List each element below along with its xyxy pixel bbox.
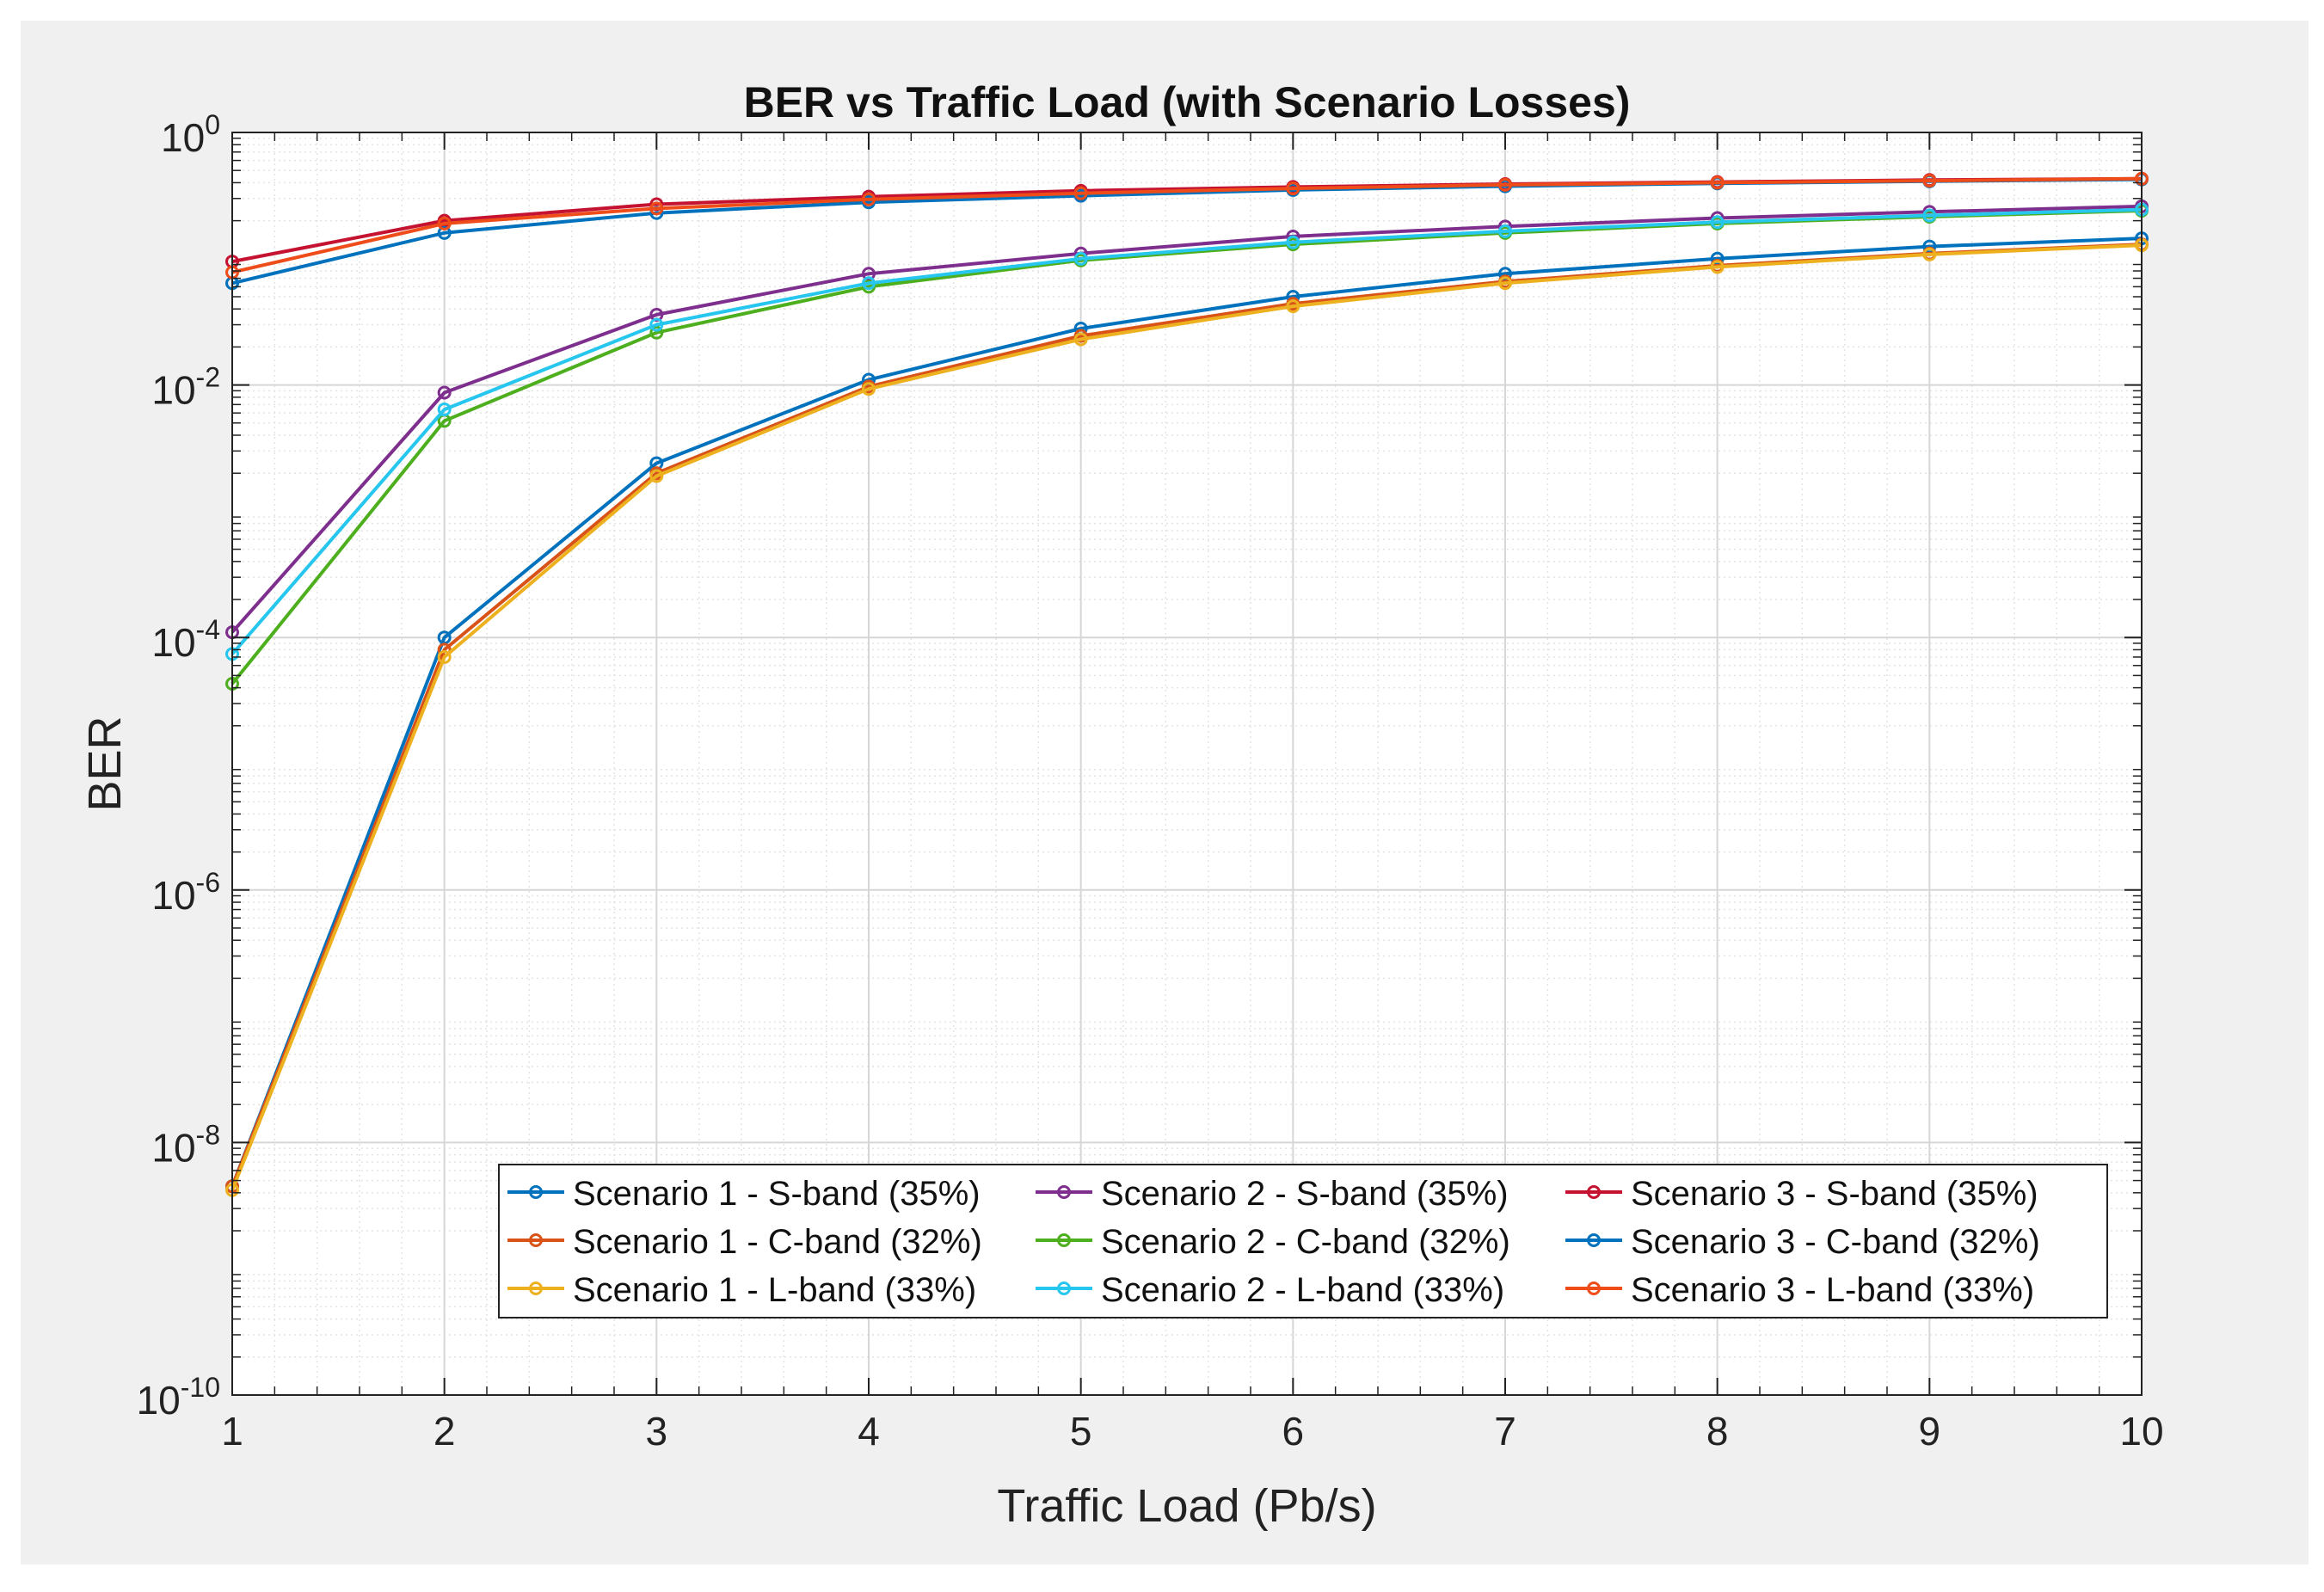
y-tick-label: 10-4: [151, 614, 220, 665]
series-line: [231, 176, 2143, 274]
legend-box: [498, 1164, 2108, 1318]
data-point: [1286, 299, 1300, 314]
data-point: [1073, 332, 1088, 347]
data-point: [437, 649, 452, 664]
data-point: [437, 225, 452, 240]
legend-marker: [1587, 1282, 1601, 1295]
legend-marker: [529, 1233, 543, 1247]
data-point: [649, 317, 664, 332]
data-point: [649, 201, 664, 216]
legend-marker: [1587, 1185, 1601, 1199]
legend-marker: [1057, 1185, 1071, 1199]
data-point: [437, 385, 452, 400]
x-tick-label: 2: [433, 1409, 456, 1454]
legend-label: Scenario 2 - C-band (32%): [1101, 1223, 1510, 1261]
data-point: [862, 192, 876, 206]
legend-label: Scenario 1 - S-band (35%): [573, 1175, 981, 1213]
legend-marker: [529, 1282, 543, 1295]
data-point: [649, 325, 664, 340]
legend-marker: [1057, 1282, 1071, 1295]
data-point: [1922, 247, 1937, 261]
x-axis-label: Traffic Load (Pb/s): [997, 1480, 1376, 1532]
y-tick-label: 10-10: [137, 1372, 220, 1423]
series-line: [231, 237, 2143, 1188]
data-point: [1498, 276, 1512, 291]
data-point: [1286, 235, 1300, 249]
x-tick-label: 6: [1282, 1409, 1305, 1454]
data-point: [862, 276, 876, 291]
legend-label: Scenario 3 - L-band (33%): [1631, 1271, 2034, 1309]
x-tick-label: 10: [2119, 1409, 2163, 1454]
series-line: [231, 204, 2143, 634]
legend-entry: Scenario 2 - S-band (35%): [1036, 1175, 1509, 1213]
y-tick-labels: 100 10-2 10-4 10-6 10-8 10-10: [137, 109, 220, 1423]
data-point: [1498, 177, 1512, 192]
legend-marker: [1057, 1233, 1071, 1247]
legend-entry: Scenario 1 - L-band (33%): [507, 1271, 976, 1309]
data-point: [1498, 224, 1512, 238]
y-tick-label: 10-6: [151, 867, 220, 918]
data-point: [1710, 175, 1725, 190]
series-lines: [225, 171, 2149, 1197]
series-line: [231, 207, 2143, 655]
series-line: [231, 243, 2143, 1191]
chart-title: BER vs Traffic Load (with Scenario Losse…: [744, 78, 1631, 126]
x-tick-label: 3: [646, 1409, 668, 1454]
ber-line-chart: 100 10-2 10-4 10-6 10-8 10-10 1 2 3 4 5 6 7 8 9 10 BER…: [79, 78, 2164, 1532]
legend-entry: Scenario 2 - L-band (33%): [1036, 1271, 1504, 1309]
legend-entry: Scenario 2 - C-band (32%): [1036, 1223, 1510, 1261]
data-point: [437, 216, 452, 231]
legend-label: Scenario 1 - L-band (33%): [573, 1271, 976, 1309]
y-axis-label: BER: [79, 716, 131, 811]
y-tick-label: 10-2: [151, 362, 220, 413]
legend-label: Scenario 3 - S-band (35%): [1631, 1175, 2038, 1213]
ticks: [231, 132, 2143, 1396]
legend-marker: [1587, 1233, 1601, 1247]
legend-entry: Scenario 3 - S-band (35%): [1565, 1175, 2038, 1213]
x-tick-label: 1: [221, 1409, 243, 1454]
data-point: [1073, 186, 1088, 200]
data-point: [1710, 215, 1725, 230]
y-tick-label: 10-8: [151, 1119, 220, 1170]
x-tick-label: 4: [858, 1409, 880, 1454]
data-point: [862, 382, 876, 396]
legend-label: Scenario 2 - L-band (33%): [1101, 1271, 1504, 1309]
legend: Scenario 1 - S-band (35%) Scenario 1 - C-…: [498, 1164, 2108, 1318]
legend-entry: Scenario 3 - L-band (33%): [1565, 1271, 2034, 1309]
figure-background: 100 10-2 10-4 10-6 10-8 10-10 1 2 3 4 5 6 7 8 9 10 BER…: [21, 21, 2309, 1564]
data-point: [1286, 181, 1300, 196]
x-tick-label: 9: [1919, 1409, 1941, 1454]
legend-label: Scenario 3 - C-band (32%): [1631, 1223, 2040, 1261]
data-point: [1922, 174, 1937, 188]
legend-entry: Scenario 1 - C-band (32%): [507, 1223, 982, 1261]
data-point: [1710, 260, 1725, 274]
series-6: [225, 202, 2149, 661]
legend-marker: [529, 1185, 543, 1199]
data-point: [862, 267, 876, 281]
y-tick-label: 100: [161, 109, 220, 160]
data-point: [649, 469, 664, 483]
data-point: [437, 403, 452, 417]
axes-box: [231, 132, 2143, 1396]
x-tick-label: 5: [1070, 1409, 1092, 1454]
x-tick-labels: 1 2 3 4 5 6 7 8 9 10: [221, 1409, 2163, 1454]
legend-entry: Scenario 1 - S-band (35%): [507, 1175, 981, 1213]
x-tick-label: 8: [1706, 1409, 1729, 1454]
x-tick-label: 7: [1494, 1409, 1516, 1454]
data-point: [1922, 208, 1937, 223]
legend-label: Scenario 2 - S-band (35%): [1101, 1175, 1509, 1213]
legend-label: Scenario 1 - C-band (32%): [573, 1223, 982, 1261]
data-point: [1498, 267, 1512, 281]
data-point: [1073, 251, 1088, 266]
legend-entry: Scenario 3 - C-band (32%): [1565, 1223, 2040, 1261]
